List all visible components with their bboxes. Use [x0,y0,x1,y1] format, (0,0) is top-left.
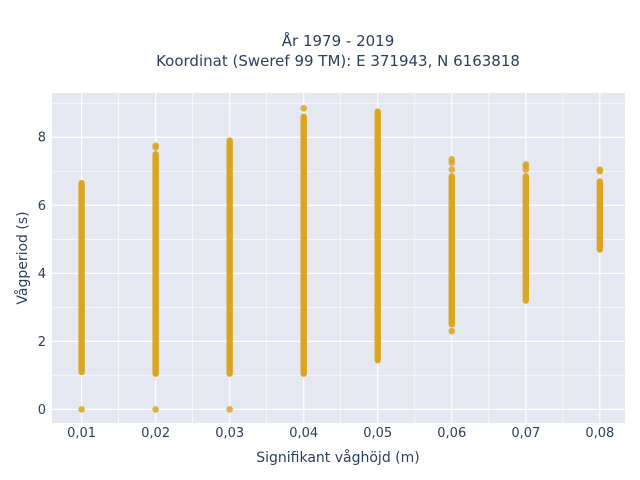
x-tick-label: 0,05 [363,426,392,441]
y-tick-label: 4 [38,267,46,282]
point-column-4 [300,113,307,377]
y-tick-label: 8 [38,131,46,146]
x-tick-label: 0,01 [67,426,96,441]
y-tick-label: 6 [38,199,46,214]
x-tick-label: 0,08 [585,426,614,441]
x-tick-label: 0,02 [141,426,170,441]
point-column-3 [226,137,233,377]
x-tick-labels: 0,01 0,02 0,03 0,04 0,05 0,06 0,07 0,08 [67,426,614,441]
data-point [152,406,159,413]
data-points [78,105,604,413]
y-axis-label: Vågperiod (s) [14,211,31,304]
point-column-2 [152,151,159,377]
data-point [152,142,159,150]
x-tick-label: 0,04 [289,426,318,441]
data-point [448,166,456,173]
y-tick-labels: 0 2 4 6 8 [38,131,46,418]
point-column-8 [596,178,604,253]
data-point [448,327,456,335]
x-axis-label: Signifikant våghöjd (m) [256,449,419,466]
x-tick-label: 0,03 [215,426,244,441]
x-tick-label: 0,07 [511,426,540,441]
data-point [226,406,233,413]
data-point [522,161,530,168]
data-point [78,406,85,413]
x-tick-label: 0,06 [437,426,466,441]
data-point [448,156,456,163]
point-column-5 [374,108,381,364]
point-column-1 [78,179,85,376]
data-point [300,105,308,112]
y-tick-label: 2 [38,335,46,350]
data-point [596,166,604,173]
point-column-7 [522,173,529,304]
y-tick-label: 0 [38,403,46,418]
chart-subtitle: Koordinat (Sweref 99 TM): E 371943, N 61… [156,52,520,70]
point-column-6 [448,173,455,328]
plot-area [52,93,625,423]
chart-title: År 1979 - 2019 [282,31,395,50]
